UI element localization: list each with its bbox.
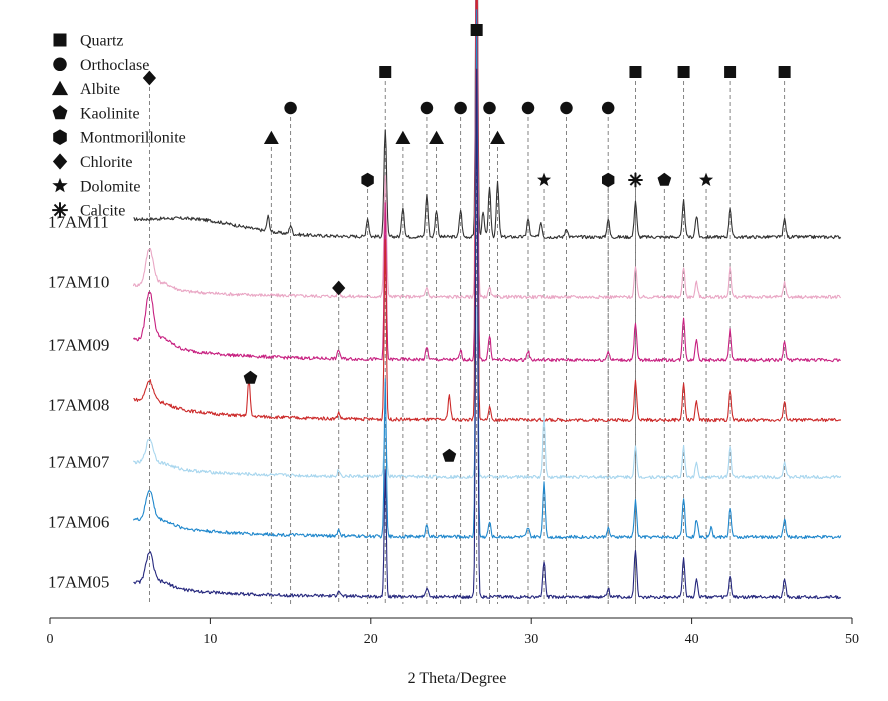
phase-markers [142, 24, 791, 462]
legend: Quartz Orthoclase Albite Kaolinite Montmoril… [51, 33, 186, 220]
legend-pentagon-icon [52, 105, 68, 120]
legend-label: Albite [80, 81, 120, 98]
series-17AM11 [133, 0, 842, 240]
legend-label: Kaolinite [80, 105, 140, 122]
x-tick-label: 50 [845, 632, 859, 647]
series-label: 17AM07 [48, 452, 110, 471]
hexagon-marker [361, 172, 374, 188]
legend-asterisk-icon-ray [53, 203, 67, 217]
circle-marker [420, 101, 434, 115]
series-label: 17AM08 [48, 395, 109, 414]
circle-marker [284, 101, 297, 115]
legend-star-icon [52, 177, 68, 193]
series-17AM08 [133, 0, 842, 423]
diamond-marker [142, 70, 156, 86]
diamond-marker [332, 280, 346, 296]
legend-label: Calcite [80, 203, 125, 220]
pentagon-marker [442, 448, 457, 462]
series-layer: 17AM11 17AM10 17AM09 17AM08 17AM07 17AM06 17AM… [48, 0, 842, 600]
triangle-marker [429, 130, 444, 144]
series-label: 17AM06 [48, 512, 109, 531]
x-tick-label: 20 [364, 632, 378, 647]
series-label: 17AM09 [48, 335, 109, 354]
series-17AM09 [132, 0, 841, 363]
x-tick-label: 0 [47, 632, 54, 647]
legend-label: Orthoclase [80, 57, 149, 74]
circle-marker [560, 101, 573, 115]
pentagon-marker [657, 172, 672, 186]
pentagon-marker [243, 370, 258, 384]
star-marker [699, 172, 714, 186]
square-marker [629, 66, 642, 78]
legend-label: Chlorite [80, 154, 132, 171]
square-marker [778, 66, 791, 78]
x-tick-label: 10 [203, 632, 217, 647]
series-label: 17AM10 [48, 272, 109, 291]
series-label: 17AM11 [48, 212, 109, 231]
square-marker [379, 66, 392, 78]
reference-lines [148, 39, 786, 604]
hexagon-marker [602, 172, 615, 188]
triangle-marker [395, 130, 411, 144]
asterisk-marker-ray [629, 174, 642, 186]
star-marker [537, 172, 552, 186]
legend-hexagon-icon [53, 129, 67, 145]
circle-marker [601, 101, 615, 115]
legend-label: Montmorillonite [80, 130, 186, 147]
legend-asterisk-icon [52, 202, 68, 218]
legend-square-icon [53, 33, 67, 47]
x-axis-title: 2 Theta/Degree [408, 670, 507, 687]
legend-diamond-icon [52, 153, 68, 170]
series-17AM05 [133, 68, 842, 600]
legend-triangle-icon [51, 80, 69, 96]
series-17AM07 [132, 306, 842, 480]
circle-marker [454, 101, 467, 115]
triangle-marker [263, 130, 279, 144]
square-marker [724, 66, 737, 78]
series-17AM10 [132, 0, 842, 300]
square-marker [470, 24, 483, 36]
series-17AM06 [132, 9, 842, 540]
legend-circle-icon [53, 57, 67, 72]
circle-marker [521, 101, 535, 115]
triangle-marker [490, 130, 505, 144]
legend-label: Quartz [80, 33, 124, 50]
x-tick-label: 30 [524, 632, 538, 647]
series-label: 17AM05 [48, 572, 109, 591]
asterisk-marker [628, 172, 643, 188]
x-axis: 0 10 20 30 40 50 [47, 617, 859, 647]
x-tick-label: 40 [685, 632, 699, 647]
square-marker [677, 66, 690, 78]
legend-label: Dolomite [80, 178, 140, 195]
circle-marker [483, 101, 496, 115]
